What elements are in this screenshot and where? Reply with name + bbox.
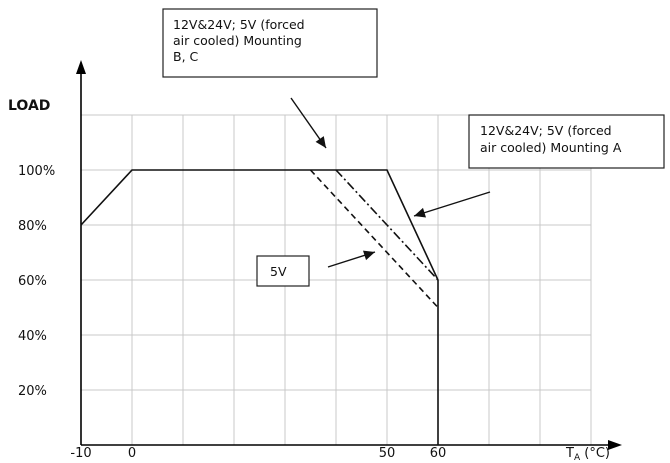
- annotation-box-mounting-a: [468, 114, 665, 169]
- y-tick-label: 60%: [18, 274, 47, 289]
- x-tick-label: -10: [70, 446, 91, 461]
- annotation-box-mounting-bc: [162, 8, 378, 78]
- annotation-text-mounting-bc: air cooled) Mounting: [173, 33, 302, 48]
- annotation-arrow-mounting-a: [413, 191, 491, 217]
- y-tick-label: 80%: [18, 219, 47, 234]
- x-tick-label: 0: [128, 446, 136, 461]
- x-axis-title: TA (°C): [565, 446, 610, 463]
- series-layer: [80, 169, 439, 445]
- y-tick-label: 100%: [18, 164, 55, 179]
- x-axis-arrowhead: [608, 440, 622, 450]
- annotation-box-five-v: [256, 255, 310, 287]
- y-tick-label: 20%: [18, 384, 47, 399]
- x-tick-label: 60: [430, 446, 447, 461]
- axis-layer: [76, 60, 622, 450]
- annotation-text-mounting-bc: 12V&24V; 5V (forced: [173, 17, 305, 32]
- annotation-arrowhead-five-v: [363, 250, 375, 261]
- series-line-solid: [80, 169, 439, 445]
- x-tick-label: 50: [379, 446, 396, 461]
- annotation-text-mounting-bc: B, C: [173, 49, 199, 64]
- annotation-text-mounting-a: 12V&24V; 5V (forced: [480, 123, 612, 138]
- series-line-dashed: [309, 169, 439, 309]
- tick-layer: -10 0 50 60 20% 40% 60% 80% 100% LOAD TA (°C): [8, 98, 610, 463]
- annotation-text-mounting-a: air cooled) Mounting A: [480, 140, 622, 155]
- y-tick-label: 40%: [18, 329, 47, 344]
- annotation-arrowhead-mounting-bc: [315, 136, 326, 148]
- annotation-arrowhead-mounting-a: [414, 207, 426, 218]
- y-axis-title: LOAD: [8, 98, 50, 114]
- y-axis-arrowhead: [76, 60, 86, 74]
- annotation-text-five-v: 5V: [270, 264, 287, 279]
- series-line-dashdot: [335, 169, 439, 281]
